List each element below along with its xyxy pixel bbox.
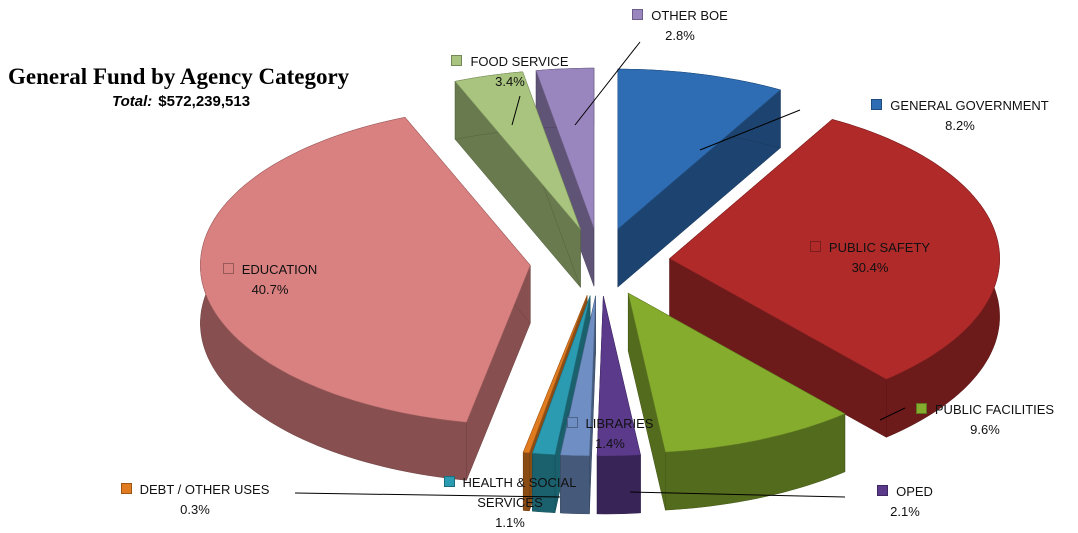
category-name: PUBLIC SAFETY [828, 240, 931, 255]
slice [596, 295, 641, 457]
chart-title: General Fund by Agency Category [8, 64, 350, 89]
value-label: 1.4% [595, 436, 625, 451]
legend-swatch [877, 485, 889, 496]
slice [617, 68, 782, 230]
slice [531, 295, 591, 456]
data-label: FOOD SERVICE 3.4% [410, 52, 610, 92]
category-name: HEALTH & SOCIAL SERVICES [462, 475, 577, 510]
slice [535, 67, 595, 229]
legend-swatch [632, 9, 644, 20]
category-name: GENERAL GOVERNMENT [890, 98, 1049, 113]
data-label: GENERAL GOVERNMENT 8.2% [830, 96, 1078, 136]
value-label: 0.3% [180, 502, 210, 517]
category-name: PUBLIC FACILITIES [934, 402, 1055, 417]
data-label: LIBRARIES 1.4% [540, 414, 680, 454]
legend-swatch [120, 483, 132, 494]
data-label: PUBLIC SAFETY 30.4% [780, 238, 960, 278]
value-label: 30.4% [851, 260, 889, 275]
category-name: OPED [896, 484, 933, 499]
leader-line [574, 41, 641, 126]
data-label: EDUCATION 40.7% [180, 260, 360, 300]
slice [560, 295, 596, 457]
leader-line [629, 491, 846, 498]
category-name: FOOD SERVICE [470, 54, 569, 69]
value-label: 1.1% [495, 515, 525, 530]
category-name: OTHER BOE [651, 8, 728, 23]
slice [199, 116, 531, 423]
slice [669, 119, 1000, 380]
slice [627, 292, 846, 453]
legend-swatch [871, 99, 883, 110]
category-name: EDUCATION [241, 262, 318, 277]
value-label: 8.2% [945, 118, 975, 133]
legend-swatch [915, 403, 927, 414]
data-label: HEALTH & SOCIAL SERVICES 1.1% [410, 473, 610, 533]
leader-line [879, 407, 906, 421]
subtitle-total: $572,239,513 [158, 93, 251, 110]
legend-swatch [443, 476, 455, 487]
legend-swatch [566, 417, 578, 428]
value-label: 9.6% [970, 422, 1000, 437]
data-label: OPED 2.1% [830, 482, 980, 522]
value-label: 3.4% [495, 74, 525, 89]
category-name: DEBT / OTHER USES [139, 482, 270, 497]
legend-swatch [809, 241, 821, 252]
data-label: OTHER BOE 2.8% [600, 6, 760, 46]
data-label: DEBT / OTHER USES 0.3% [80, 480, 310, 520]
value-label: 2.1% [890, 504, 920, 519]
leader-line [699, 109, 801, 151]
value-label: 40.7% [251, 282, 289, 297]
legend-swatch [222, 263, 234, 274]
slice [454, 71, 581, 230]
category-name: LIBRARIES [585, 416, 654, 431]
leader-line [294, 492, 561, 498]
legend-swatch [451, 55, 463, 66]
leader-line [511, 95, 521, 126]
chart-subtitle: Total: $572,239,513 [112, 93, 250, 110]
data-label: PUBLIC FACILITIES 9.6% [900, 400, 1070, 440]
slice [522, 295, 588, 454]
value-label: 2.8% [665, 28, 695, 43]
subtitle-label: Total: [112, 93, 153, 110]
